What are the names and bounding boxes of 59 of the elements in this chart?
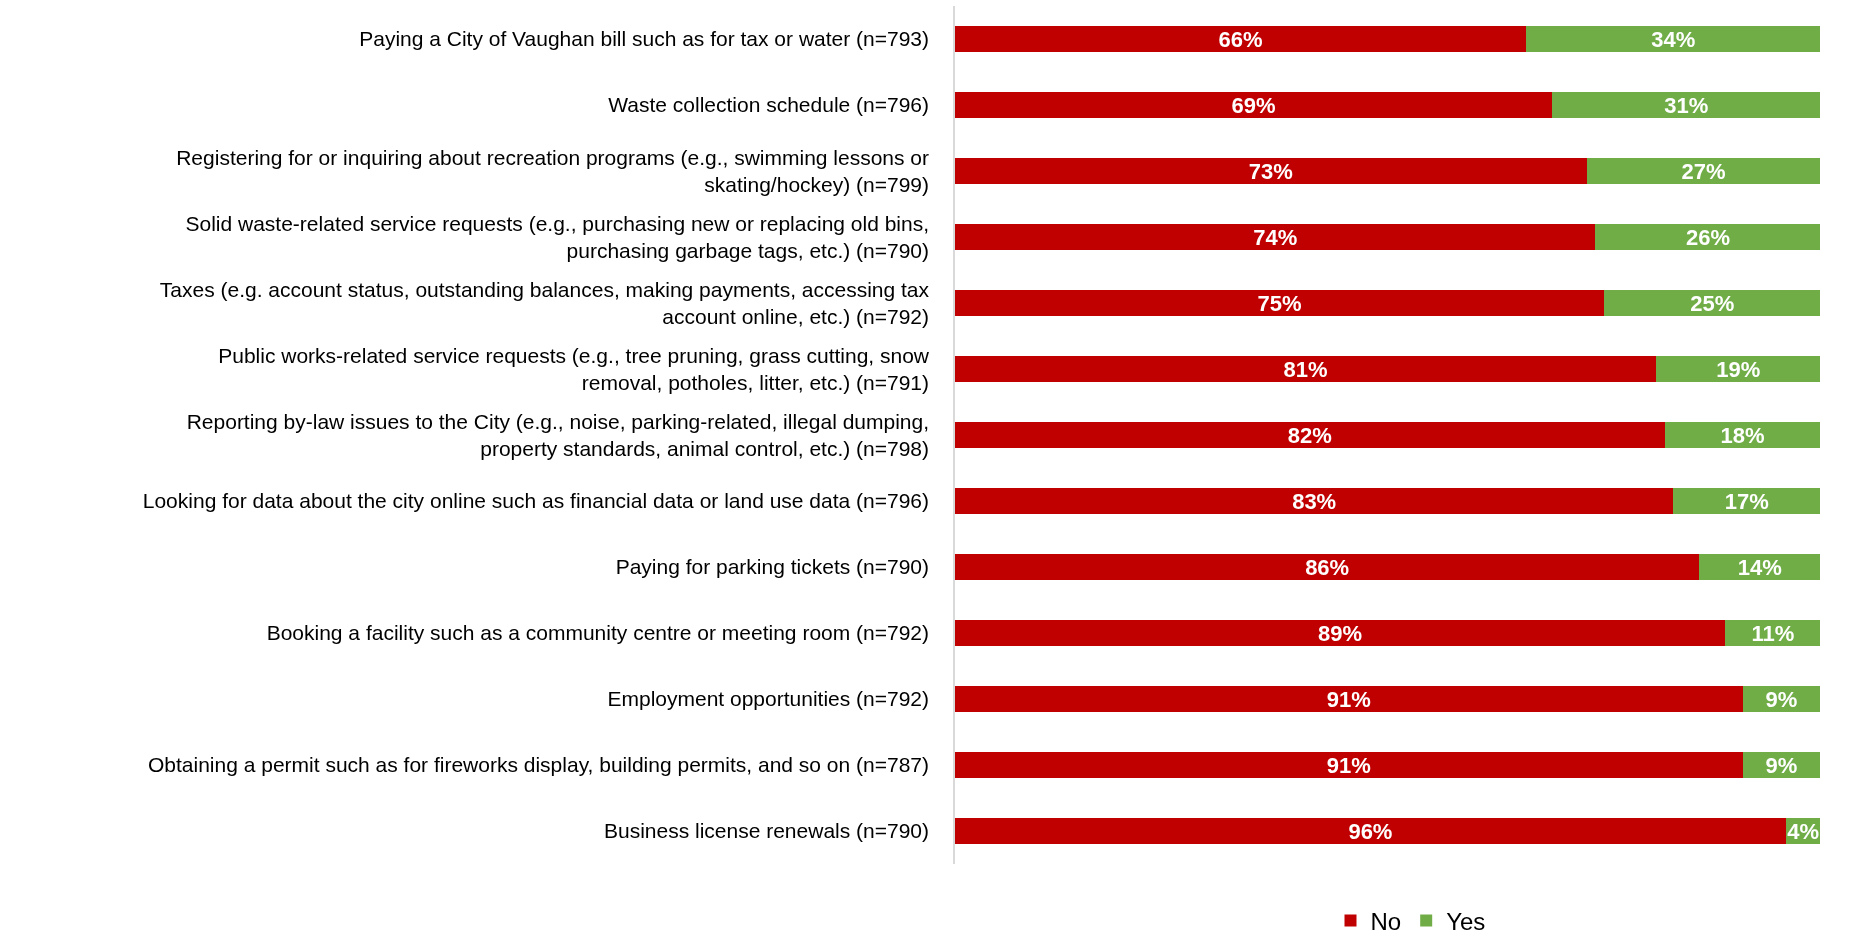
data-label: 82%: [1287, 422, 1332, 448]
y-tick-label: Solid waste-related service requests (e.g., purchasing new or replacing old bins, purchasing garbage tags, etc.) (n=790): [185, 211, 930, 262]
bar: [1604, 289, 1821, 317]
legend-label: No: [1370, 907, 1402, 935]
data-label: 9%: [1765, 752, 1798, 778]
bar: [955, 685, 1743, 713]
bar: [955, 157, 1587, 185]
data-label: 4%: [1787, 818, 1820, 844]
bar: [955, 553, 1700, 581]
data-label: 75%: [1257, 290, 1302, 316]
data-label: 19%: [1716, 356, 1761, 382]
bar: [955, 421, 1665, 449]
bar: [955, 289, 1605, 317]
y-tick-label: Public works-related service requests (e.g., tree pruning, grass cutting, snow removal, potholes, litter, etc.) (n=791): [218, 343, 930, 394]
bar: [955, 91, 1553, 119]
y-tick-label: Waste collection schedule (n=796): [608, 93, 930, 117]
y-tick-label: Registering for or inquiring about recreation programs (e.g., swimming lessons or skating/hockey) (n=799): [176, 145, 930, 196]
bar: [1526, 25, 1821, 53]
bar: [1595, 223, 1821, 251]
data-label: 91%: [1326, 752, 1371, 778]
data-label: 25%: [1690, 290, 1735, 316]
y-tick-label: Business license renewals (n=790): [603, 819, 930, 843]
data-label: 18%: [1720, 422, 1765, 448]
data-label: 73%: [1248, 158, 1293, 184]
bar: [955, 25, 1527, 53]
y-tick-label: Taxes (e.g. account status, outstanding balances, making payments, accessing tax account online, etc.) (n=792): [159, 277, 930, 328]
y-tick-label: Paying for parking tickets (n=790): [615, 555, 930, 579]
data-label: 11%: [1751, 620, 1795, 646]
y-tick-label: Obtaining a permit such as for fireworks display, building permits, and so on (n=787): [147, 753, 930, 777]
data-label: 26%: [1685, 224, 1730, 250]
bar: [955, 487, 1674, 515]
bar: [1586, 157, 1821, 185]
data-label: 31%: [1664, 92, 1709, 118]
y-tick-label: Employment opportunities (n=792): [607, 687, 930, 711]
bar: [955, 817, 1786, 845]
data-label: 9%: [1765, 686, 1798, 712]
bar: [955, 619, 1726, 647]
data-label: 69%: [1231, 92, 1276, 118]
data-label: 96%: [1348, 818, 1393, 844]
data-label: 81%: [1283, 356, 1328, 382]
y-tick-label: Paying a City of Vaughan bill such as for tax or water (n=793): [359, 27, 930, 51]
data-label: 91%: [1326, 686, 1371, 712]
y-tick-label: Booking a facility such as a community centre or meeting room (n=792): [266, 621, 930, 645]
data-label: 83%: [1292, 488, 1337, 514]
data-label: 86%: [1305, 554, 1350, 580]
data-label: 34%: [1651, 26, 1696, 52]
data-label: 14%: [1737, 554, 1782, 580]
data-label: 27%: [1681, 158, 1726, 184]
data-label: 66%: [1218, 26, 1263, 52]
data-label: 89%: [1318, 620, 1363, 646]
data-label: 17%: [1724, 488, 1769, 514]
bar: [1552, 91, 1821, 119]
bar: [955, 223, 1596, 251]
legend-label: Yes: [1446, 907, 1486, 935]
y-tick-label: Reporting by-law issues to the City (e.g., noise, parking-related, illegal dumping, property standards, animal control, etc.) (n=798): [186, 409, 930, 460]
bar: [955, 355, 1657, 383]
bar: [955, 751, 1743, 779]
data-label: 74%: [1253, 224, 1298, 250]
y-tick-label: Looking for data about the city online such as financial data or land use data (n=796): [142, 489, 930, 513]
